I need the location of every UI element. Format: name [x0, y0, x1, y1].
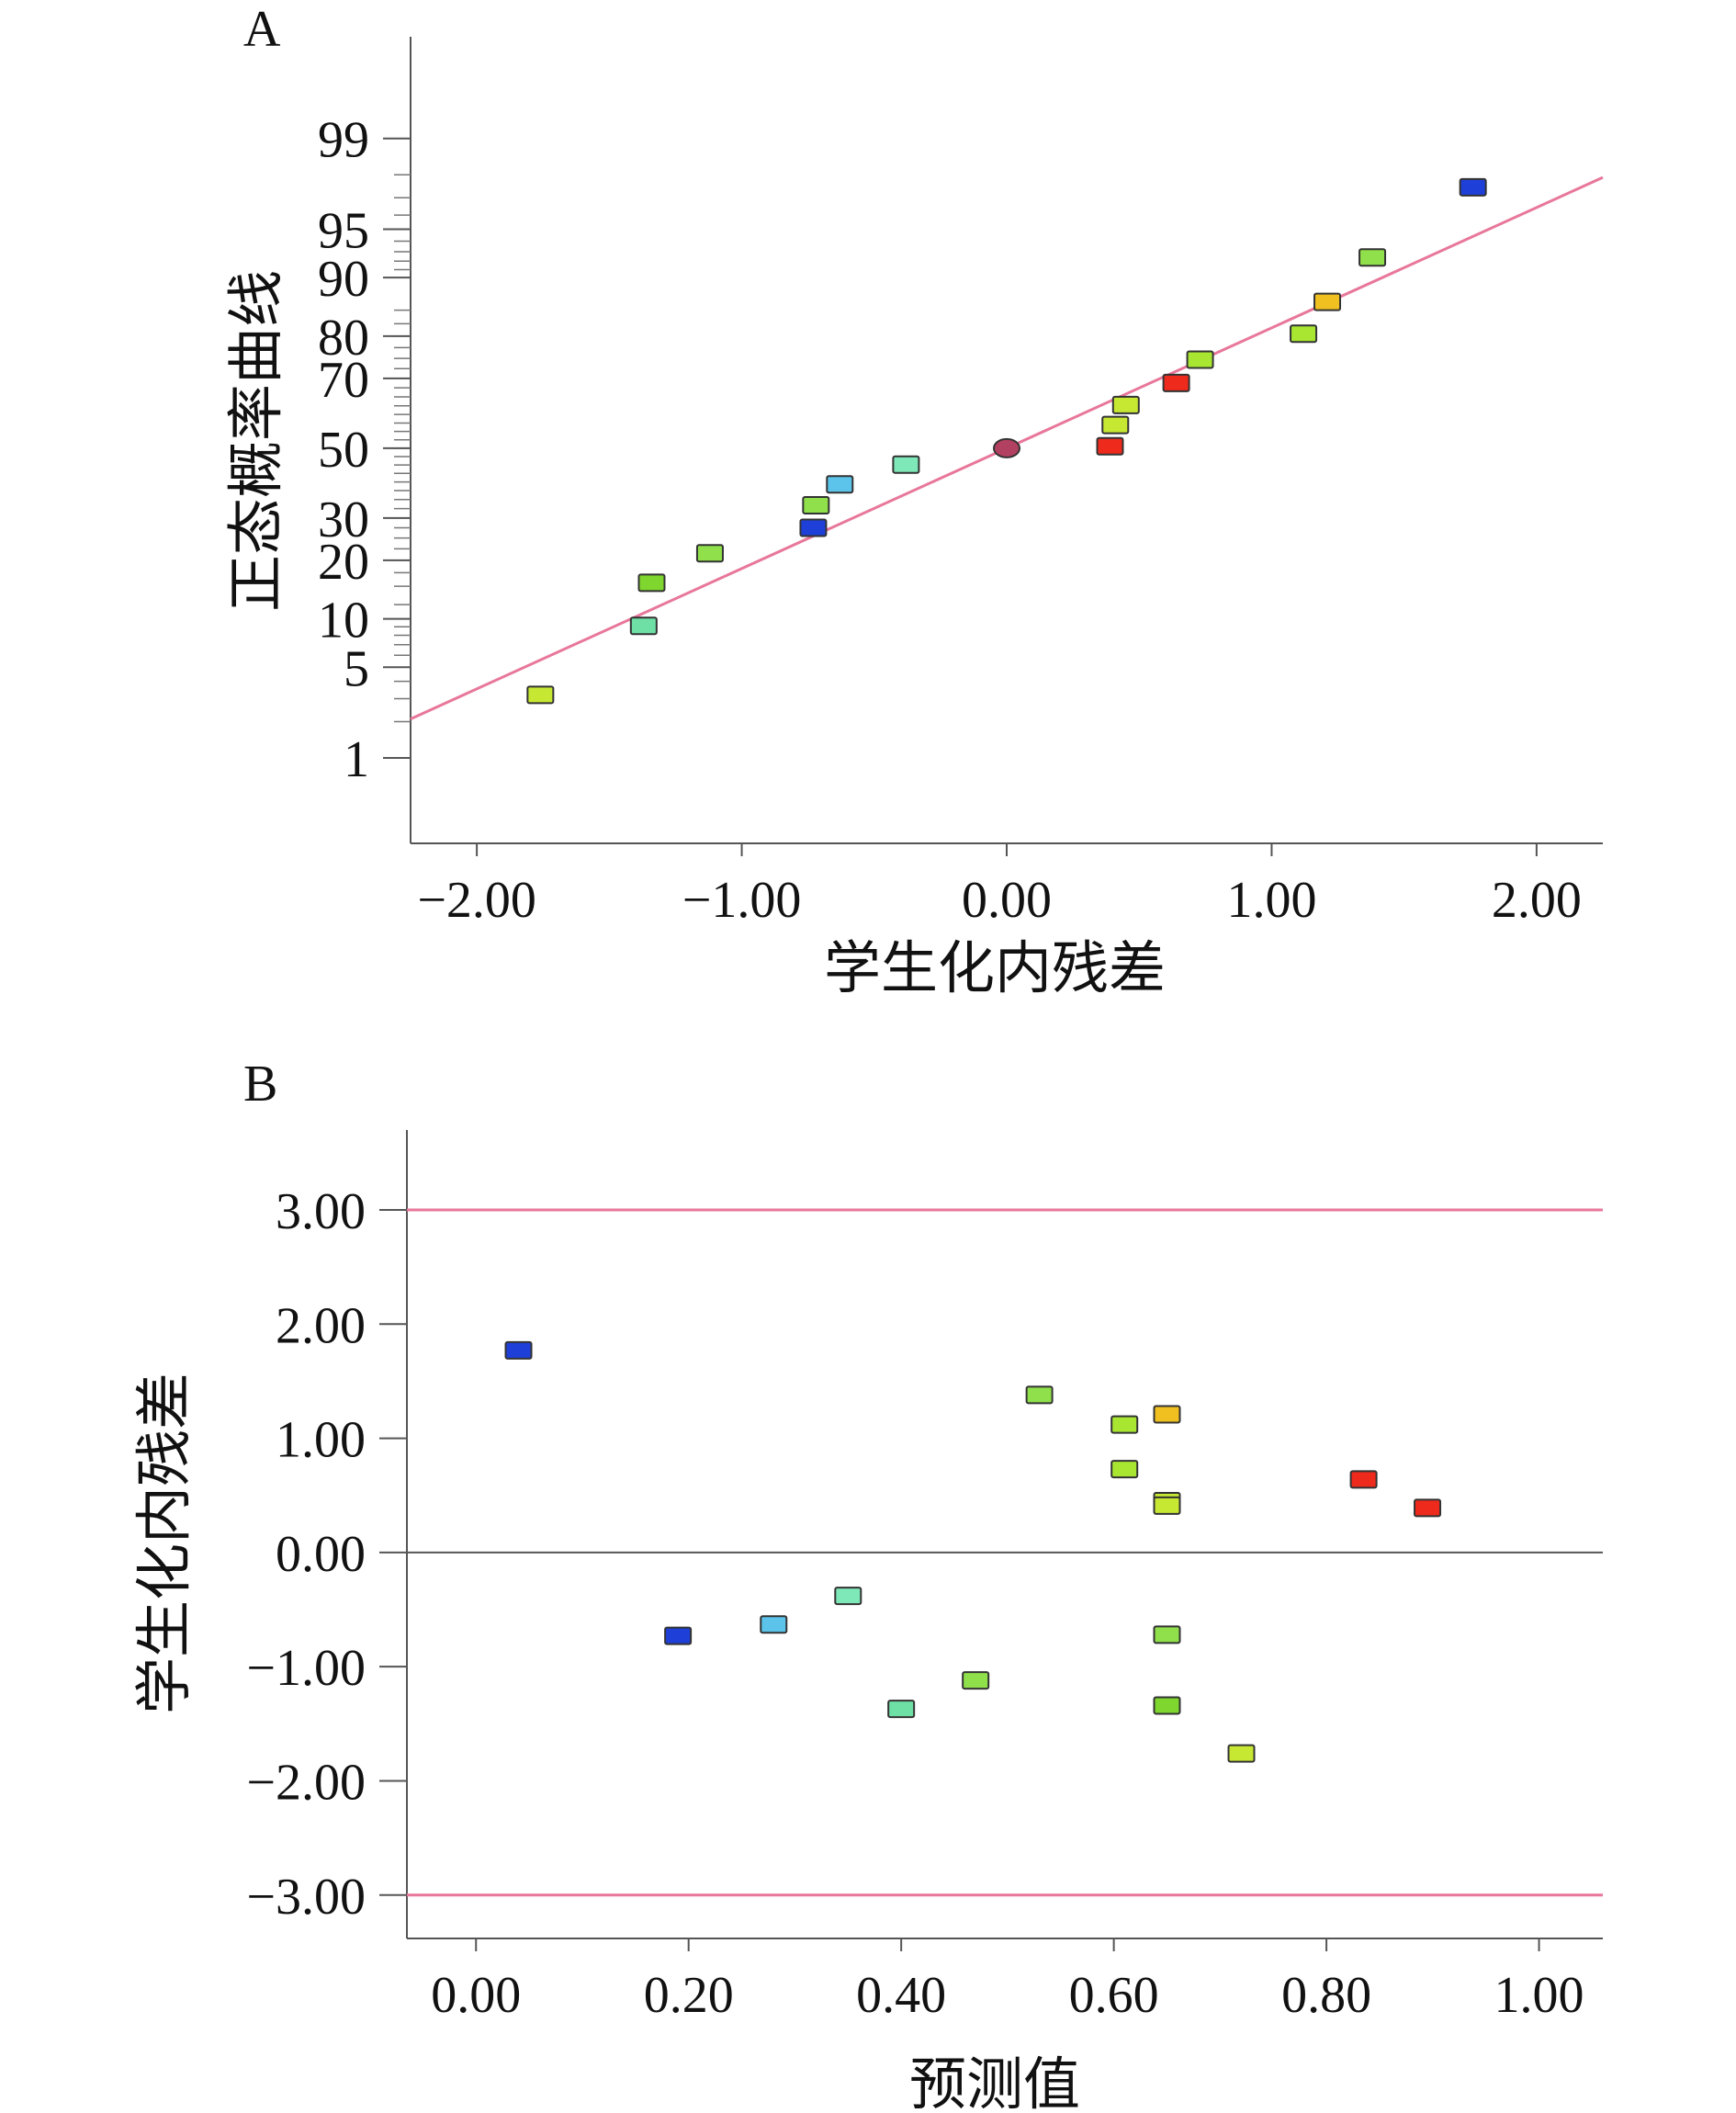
panel-b-points — [504, 1340, 1442, 1763]
panel-b-data-point — [1414, 1498, 1442, 1518]
panel-a-data-point — [1111, 395, 1140, 414]
panel-b-y-tick-label: −1.00 — [246, 1640, 366, 1697]
panel-b-data-point — [1153, 1696, 1181, 1715]
panel-b-data-point — [962, 1671, 990, 1690]
panel-a-y-tick-label: 90 — [318, 251, 369, 308]
panel-a-data-point — [1101, 415, 1130, 435]
panel-a-x-tick-label: 1.00 — [1226, 872, 1316, 929]
panel-a-y-tick-label: 70 — [318, 352, 369, 409]
panel-a-y-tick-label: 95 — [318, 202, 369, 259]
panel-a-data-point — [802, 496, 830, 515]
panel-a-y-tick-label: 30 — [318, 492, 369, 548]
panel-b-reference-lines — [407, 1208, 1603, 1897]
panel-a-data-point — [1459, 177, 1487, 197]
panel-a-y-tick-label: 80 — [318, 310, 369, 367]
panel-b-y-tick-label: 0.00 — [276, 1526, 366, 1583]
panel-a-data-point — [993, 437, 1020, 458]
panel-a-data-point — [1358, 248, 1387, 267]
panel-a-data-point — [799, 518, 828, 537]
panel-b-data-point — [504, 1340, 533, 1360]
panel-a-x-tick-label: 0.00 — [962, 872, 1052, 929]
panel-b-y-axis-title: 学生化内残差 — [134, 1373, 197, 1714]
panel-b-y-tick-label: 1.00 — [276, 1412, 366, 1469]
panel-a-x-ticks: −2.00 −1.00 0.00 1.00 2.00 — [417, 843, 1582, 929]
panel-b-y-tick-label: 2.00 — [276, 1297, 366, 1354]
panel-a-data-point — [892, 455, 920, 474]
panel-b-x-tick-label: 0.80 — [1281, 1967, 1371, 2024]
panel-b-data-point — [834, 1587, 862, 1606]
panel-a-x-tick-label: −1.00 — [682, 872, 802, 929]
panel-b-data-point — [1110, 1460, 1139, 1479]
panel-b-data-point — [664, 1626, 693, 1645]
panel-a-data-point — [826, 475, 854, 494]
panel-a-data-point — [1186, 350, 1214, 369]
panel-a-data-point — [695, 544, 724, 563]
panel-a-data-point — [1096, 436, 1124, 456]
panel-b-data-point — [1349, 1470, 1378, 1489]
panel-a-data-point — [1290, 324, 1318, 344]
panel-b-data-point — [1153, 1625, 1181, 1644]
panel-b-data-point — [1153, 1405, 1181, 1424]
panel-b-x-tick-label: 0.00 — [431, 1967, 521, 2024]
panel-b-residuals-vs-predicted: B 0.00 0.20 0.40 0.60 0.80 1.00 −3.00 −2.00 −1.… — [134, 1056, 1603, 2113]
panel-a-y-tick-label: 20 — [318, 534, 369, 591]
panel-a-points — [526, 177, 1487, 705]
panel-a-x-tick-label: 2.00 — [1492, 872, 1582, 929]
panel-a-x-tick-label: −2.00 — [417, 872, 536, 929]
panel-b-y-tick-label: −2.00 — [246, 1754, 366, 1811]
panel-b-x-tick-label: 0.60 — [1069, 1967, 1159, 2024]
panel-a-data-point — [1313, 292, 1342, 311]
panel-a-data-point — [629, 616, 658, 636]
panel-b-data-point — [887, 1700, 916, 1719]
panel-a-y-tick-label: 1 — [344, 731, 369, 788]
panel-a-data-point — [637, 573, 666, 593]
panel-b-data-point — [1025, 1385, 1054, 1405]
panel-b-x-tick-label: 0.20 — [644, 1967, 734, 2024]
panel-a-data-point — [526, 685, 555, 705]
panel-a-y-tick-label: 5 — [344, 640, 369, 697]
panel-b-data-point — [1153, 1496, 1181, 1515]
panel-b-label: B — [243, 1056, 277, 1113]
panel-a-normal-probability-plot: A −2.00 −1.00 0.00 1.00 2.00 151020305070809… — [226, 1, 1604, 1000]
panel-b-y-tick-label: −3.00 — [246, 1869, 366, 1926]
panel-a-x-axis-title: 学生化内残差 — [824, 938, 1166, 1000]
panel-a-y-tick-label: 50 — [318, 422, 369, 479]
panel-b-x-ticks: 0.00 0.20 0.40 0.60 0.80 1.00 — [431, 1938, 1584, 2024]
panel-b-data-point — [1110, 1415, 1139, 1434]
panel-a-data-point — [1162, 373, 1190, 392]
panel-b-x-tick-label: 1.00 — [1494, 1967, 1584, 2024]
panel-a-y-axis-title: 正态概率曲线 — [226, 270, 288, 612]
panel-b-x-axis-title: 预测值 — [909, 2054, 1080, 2113]
panel-b-axes — [406, 1130, 1603, 1939]
panel-a-label: A — [243, 1, 281, 58]
panel-b-y-tick-label: 3.00 — [276, 1183, 366, 1240]
panel-a-y-tick-label: 10 — [318, 593, 369, 650]
panel-b-y-ticks: −3.00 −2.00 −1.00 0.00 1.00 2.00 3.00 — [246, 1183, 407, 1926]
panel-b-data-point — [760, 1615, 788, 1634]
panel-a-y-tick-label: 99 — [318, 112, 369, 169]
panel-b-data-point — [1227, 1744, 1256, 1763]
panel-b-x-tick-label: 0.40 — [856, 1967, 946, 2024]
